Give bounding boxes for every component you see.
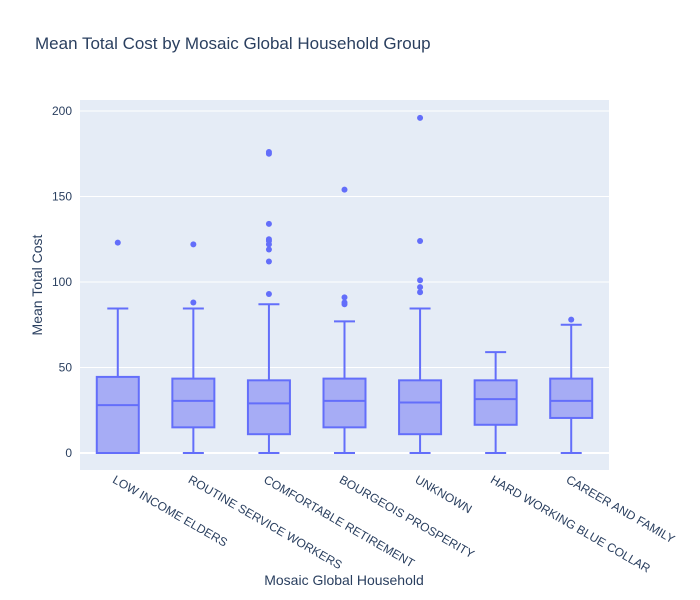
y-tick-label: 200 [52,104,72,118]
x-tick-label: ROUTINE SERVICE WORKERS [186,472,345,572]
box-group [171,241,216,454]
outlier-point [190,241,197,248]
box-iqr [171,377,216,429]
outlier-point [417,114,424,121]
y-tick-label: 100 [52,275,72,289]
outlier-point [341,294,348,301]
outlier-point [417,284,424,291]
box-group [549,316,594,454]
outlier-point [417,289,424,296]
outlier-point [417,237,424,244]
outlier-point [568,316,575,323]
x-tick-label: COMFORTABLE RETIREMENT [261,472,417,570]
y-tick-label: 150 [52,190,72,204]
outlier-point [341,186,348,193]
outlier-point [265,290,272,297]
y-axis-ticks: 0 50 100 150 200 [52,104,72,460]
box-group [95,239,140,454]
outlier-point [341,299,348,306]
box-iqr [95,375,140,454]
outlier-point [265,236,272,243]
box-iqr [246,379,291,436]
box-group [246,149,291,454]
outlier-point [190,299,197,306]
outlier-point [417,277,424,284]
outlier-point [265,246,272,253]
y-axis-label: Mean Total Cost [29,234,45,335]
outlier-point [114,239,121,246]
box-iqr [549,377,594,419]
box-iqr [322,377,367,429]
box-group [398,114,443,454]
outlier-point [265,258,272,265]
y-tick-label: 50 [59,361,73,375]
chart-title: Mean Total Cost by Mosaic Global Househo… [35,34,431,53]
x-tick-label: BOURGEOIS PROSPERITY [337,472,477,561]
y-tick-label: 0 [65,446,72,460]
outlier-point [265,149,272,156]
x-axis-label: Mosaic Global Household [264,572,424,588]
x-tick-label: UNKNOWN [413,472,475,516]
outlier-point [265,220,272,227]
box-group [322,186,367,454]
box-iqr [473,379,518,426]
box-iqr [398,379,443,436]
box-group [473,351,518,454]
box-series [95,114,594,454]
